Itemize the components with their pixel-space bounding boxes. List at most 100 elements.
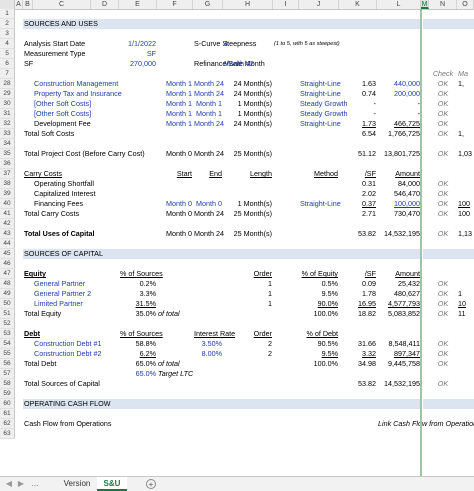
- cell-j54[interactable]: 90.5%: [317, 339, 338, 348]
- row-number[interactable]: 47: [0, 269, 15, 279]
- cell-g30[interactable]: Month 1: [196, 99, 222, 108]
- next-sheet-icon[interactable]: ▶: [17, 479, 25, 488]
- cell-h47[interactable]: Order: [253, 269, 272, 278]
- cell-l41[interactable]: 730,470: [394, 209, 420, 218]
- column-header-c[interactable]: C: [33, 0, 91, 9]
- cell-b45[interactable]: SOURCES OF CAPITAL: [24, 249, 103, 259]
- cell-l33[interactable]: 1,766,725: [388, 129, 420, 138]
- row-number[interactable]: 56: [0, 359, 15, 369]
- cell-f29[interactable]: Month 1: [166, 89, 192, 98]
- row-number[interactable]: 46: [0, 259, 15, 269]
- cell-l55[interactable]: 897,347: [394, 349, 420, 358]
- cell-j37[interactable]: Method: [314, 169, 338, 178]
- cell-f30[interactable]: Month 1: [166, 99, 192, 108]
- cell-n35[interactable]: OK: [437, 149, 449, 158]
- row-number[interactable]: 34: [0, 139, 15, 149]
- cell-e53[interactable]: % of Sources: [120, 329, 163, 338]
- cell-l47[interactable]: Amount: [395, 269, 420, 278]
- row-number[interactable]: 1: [0, 9, 15, 19]
- cell-k49[interactable]: 1.78: [362, 289, 376, 298]
- column-header-f[interactable]: F: [157, 0, 193, 9]
- row-number[interactable]: 63: [0, 429, 15, 439]
- cell-h37[interactable]: Length: [250, 169, 272, 178]
- cell-o40[interactable]: 100: [458, 199, 470, 208]
- row-number[interactable]: 51: [0, 309, 15, 319]
- cell-h30[interactable]: 1 Month(s): [237, 99, 272, 108]
- row-number[interactable]: 45: [0, 249, 15, 259]
- cell-c32[interactable]: Development Fee: [34, 119, 91, 128]
- cell-g41[interactable]: Month 24: [194, 209, 224, 218]
- row-number[interactable]: 57: [0, 369, 15, 379]
- row-number[interactable]: 7: [0, 69, 15, 79]
- cell-f41[interactable]: Month 0: [166, 209, 192, 218]
- cell-f51[interactable]: of total: [158, 309, 180, 318]
- cell-j56[interactable]: 100.0%: [313, 359, 338, 368]
- cell-b5[interactable]: Measurement Type: [24, 49, 86, 58]
- cell-k51[interactable]: 18.82: [358, 309, 376, 318]
- cell-e57[interactable]: 65.0%: [135, 369, 156, 378]
- column-header-j[interactable]: J: [299, 0, 339, 9]
- cell-e55[interactable]: 6.2%: [139, 349, 156, 358]
- cell-f32[interactable]: Month 1: [166, 119, 192, 128]
- cell-k39[interactable]: 2.02: [362, 189, 376, 198]
- cell-l38[interactable]: 84,000: [398, 179, 420, 188]
- cell-o33[interactable]: 1,: [458, 129, 464, 138]
- cell-l31[interactable]: -: [417, 109, 420, 118]
- cell-o43[interactable]: 1,13: [458, 229, 472, 238]
- row-number[interactable]: 39: [0, 189, 15, 199]
- cell-h54[interactable]: 2: [268, 339, 272, 348]
- cell-e4[interactable]: 1/1/2022: [128, 39, 156, 48]
- cell-h28[interactable]: 24 Month(s): [233, 79, 272, 88]
- cell-j51[interactable]: 100.0%: [313, 309, 338, 318]
- cell-g35[interactable]: Month 24: [194, 149, 224, 158]
- cell-l51[interactable]: 5,083,852: [388, 309, 420, 318]
- cell-l49[interactable]: 480,627: [394, 289, 420, 298]
- cell-l28[interactable]: 440,000: [394, 79, 420, 88]
- cell-n32[interactable]: OK: [437, 119, 449, 128]
- cell-k58[interactable]: 53.82: [358, 379, 376, 388]
- cell-e47[interactable]: % of Sources: [120, 269, 163, 278]
- cell-j47[interactable]: % of Equity: [301, 269, 338, 278]
- cell-c40[interactable]: Financing Fees: [34, 199, 84, 208]
- cell-h48[interactable]: 1: [268, 279, 272, 288]
- cell-k35[interactable]: 51.12: [358, 149, 376, 158]
- cell-j30[interactable]: Steady Growth: [300, 99, 348, 108]
- cell-j40[interactable]: Straight-Line: [300, 199, 341, 208]
- cell-n51[interactable]: OK: [437, 309, 449, 318]
- cell-l35[interactable]: 13,801,725: [384, 149, 420, 158]
- cell-h55[interactable]: 2: [268, 349, 272, 358]
- cell-j55[interactable]: 9.5%: [321, 349, 338, 358]
- column-header-g[interactable]: G: [193, 0, 223, 9]
- cell-c48[interactable]: General Partner: [34, 279, 86, 288]
- column-header-b[interactable]: B: [23, 0, 33, 9]
- cell-b6[interactable]: SF: [24, 59, 34, 68]
- column-header-i[interactable]: I: [273, 0, 299, 9]
- cell-e48[interactable]: 0.2%: [139, 279, 156, 288]
- more-sheets-ellipsis[interactable]: ...: [31, 479, 39, 488]
- cell-n41[interactable]: OK: [437, 209, 449, 218]
- cell-l48[interactable]: 25,432: [398, 279, 420, 288]
- tab-s-and-u[interactable]: S&U: [97, 477, 127, 491]
- cell-h40[interactable]: 1 Month(s): [237, 199, 272, 208]
- row-number[interactable]: 55: [0, 349, 15, 359]
- cell-o7[interactable]: Ma: [458, 69, 468, 78]
- cell-c28[interactable]: Construction Management: [34, 79, 119, 88]
- cell-o41[interactable]: 100: [458, 209, 470, 218]
- row-number[interactable]: 35: [0, 149, 15, 159]
- cell-n54[interactable]: OK: [437, 339, 449, 348]
- row-number[interactable]: 54: [0, 339, 15, 349]
- cell-e49[interactable]: 3.3%: [139, 289, 156, 298]
- cell-e50[interactable]: 31.5%: [135, 299, 156, 308]
- row-number[interactable]: 33: [0, 129, 15, 139]
- cell-k33[interactable]: 6.54: [362, 129, 376, 138]
- column-header-e[interactable]: E: [119, 0, 157, 9]
- cell-n43[interactable]: OK: [437, 229, 449, 238]
- cell-b4[interactable]: Analysis Start Date: [24, 39, 86, 48]
- row-number[interactable]: 49: [0, 289, 15, 299]
- row-number[interactable]: 29: [0, 89, 15, 99]
- cell-j28[interactable]: Straight-Line: [300, 79, 341, 88]
- cell-n56[interactable]: OK: [437, 359, 449, 368]
- cell-k56[interactable]: 34.98: [358, 359, 376, 368]
- row-number[interactable]: 53: [0, 329, 15, 339]
